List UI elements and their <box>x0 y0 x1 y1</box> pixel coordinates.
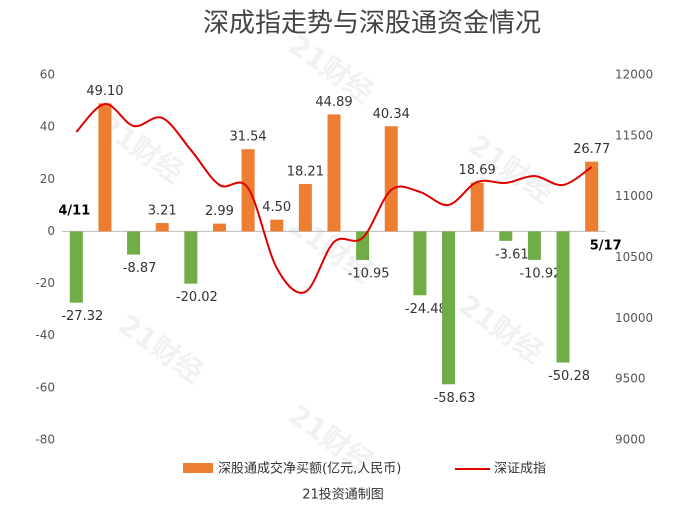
data-label: -8.87 <box>123 261 157 276</box>
bar <box>499 231 513 241</box>
y-tick-label: 60 <box>40 68 55 82</box>
bar <box>155 223 169 232</box>
bar <box>184 231 198 284</box>
legend-label: 深证成指 <box>494 462 546 477</box>
data-label: 40.34 <box>373 107 410 122</box>
y2-tick-label: 9000 <box>615 433 646 447</box>
data-label: -3.61 <box>495 247 529 262</box>
data-label: -27.32 <box>61 309 103 324</box>
bar <box>241 149 255 232</box>
data-label: -58.63 <box>434 391 476 406</box>
legend-label: 深股通成交净买额(亿元,人民币) <box>218 461 401 477</box>
bar <box>127 231 141 255</box>
watermark: 21财经 <box>452 288 549 370</box>
data-label: -10.92 <box>519 266 561 281</box>
data-label: 18.21 <box>287 164 324 179</box>
bar <box>98 103 112 232</box>
y-tick-label: -60 <box>35 380 55 394</box>
data-label: -20.02 <box>176 290 218 305</box>
y-tick-label: 40 <box>40 120 55 134</box>
y2-tick-label: 11000 <box>615 189 653 203</box>
bar <box>556 231 570 363</box>
data-label: -24.48 <box>405 302 447 317</box>
bar <box>527 231 541 260</box>
y2-tick-label: 12000 <box>615 68 653 82</box>
line <box>75 102 593 294</box>
data-label: 49.10 <box>86 84 123 99</box>
data-label: 44.89 <box>315 95 352 110</box>
y-tick-label: 20 <box>40 172 55 186</box>
bar <box>585 161 599 232</box>
y-tick-label: 0 <box>47 224 55 238</box>
bar <box>470 182 484 232</box>
bar <box>212 223 226 232</box>
bar <box>356 231 370 260</box>
y-tick-label: -40 <box>35 328 55 342</box>
x-tick-label: 5/17 <box>590 239 622 254</box>
bar <box>69 231 83 303</box>
data-label: 2.99 <box>205 204 234 219</box>
bar <box>270 219 284 232</box>
bar <box>413 231 427 296</box>
x-tick-label: 4/11 <box>58 204 90 219</box>
y2-tick-label: 10500 <box>615 250 653 264</box>
data-label: 3.21 <box>148 204 177 219</box>
watermark: 21财经 <box>112 308 209 390</box>
data-label: 26.77 <box>573 142 610 157</box>
bar <box>442 231 456 385</box>
y-tick-label: -80 <box>35 433 55 447</box>
data-label: 18.69 <box>459 163 496 178</box>
y2-tick-label: 10000 <box>615 311 653 325</box>
y2-tick-label: 9500 <box>615 372 646 386</box>
data-label: -10.95 <box>348 266 390 281</box>
data-label: 4.50 <box>262 200 291 215</box>
bar <box>327 114 341 232</box>
data-label: -50.28 <box>548 369 590 384</box>
data-label: 31.54 <box>229 130 266 145</box>
y2-tick-label: 11500 <box>615 128 653 142</box>
bar <box>298 183 312 232</box>
source: 21投资通制图 <box>302 487 384 503</box>
y-tick-label: -20 <box>35 276 55 290</box>
legend-swatch <box>183 463 213 473</box>
bar <box>384 126 398 232</box>
chart-title: 深成指走势与深股通资金情况 <box>203 9 541 39</box>
